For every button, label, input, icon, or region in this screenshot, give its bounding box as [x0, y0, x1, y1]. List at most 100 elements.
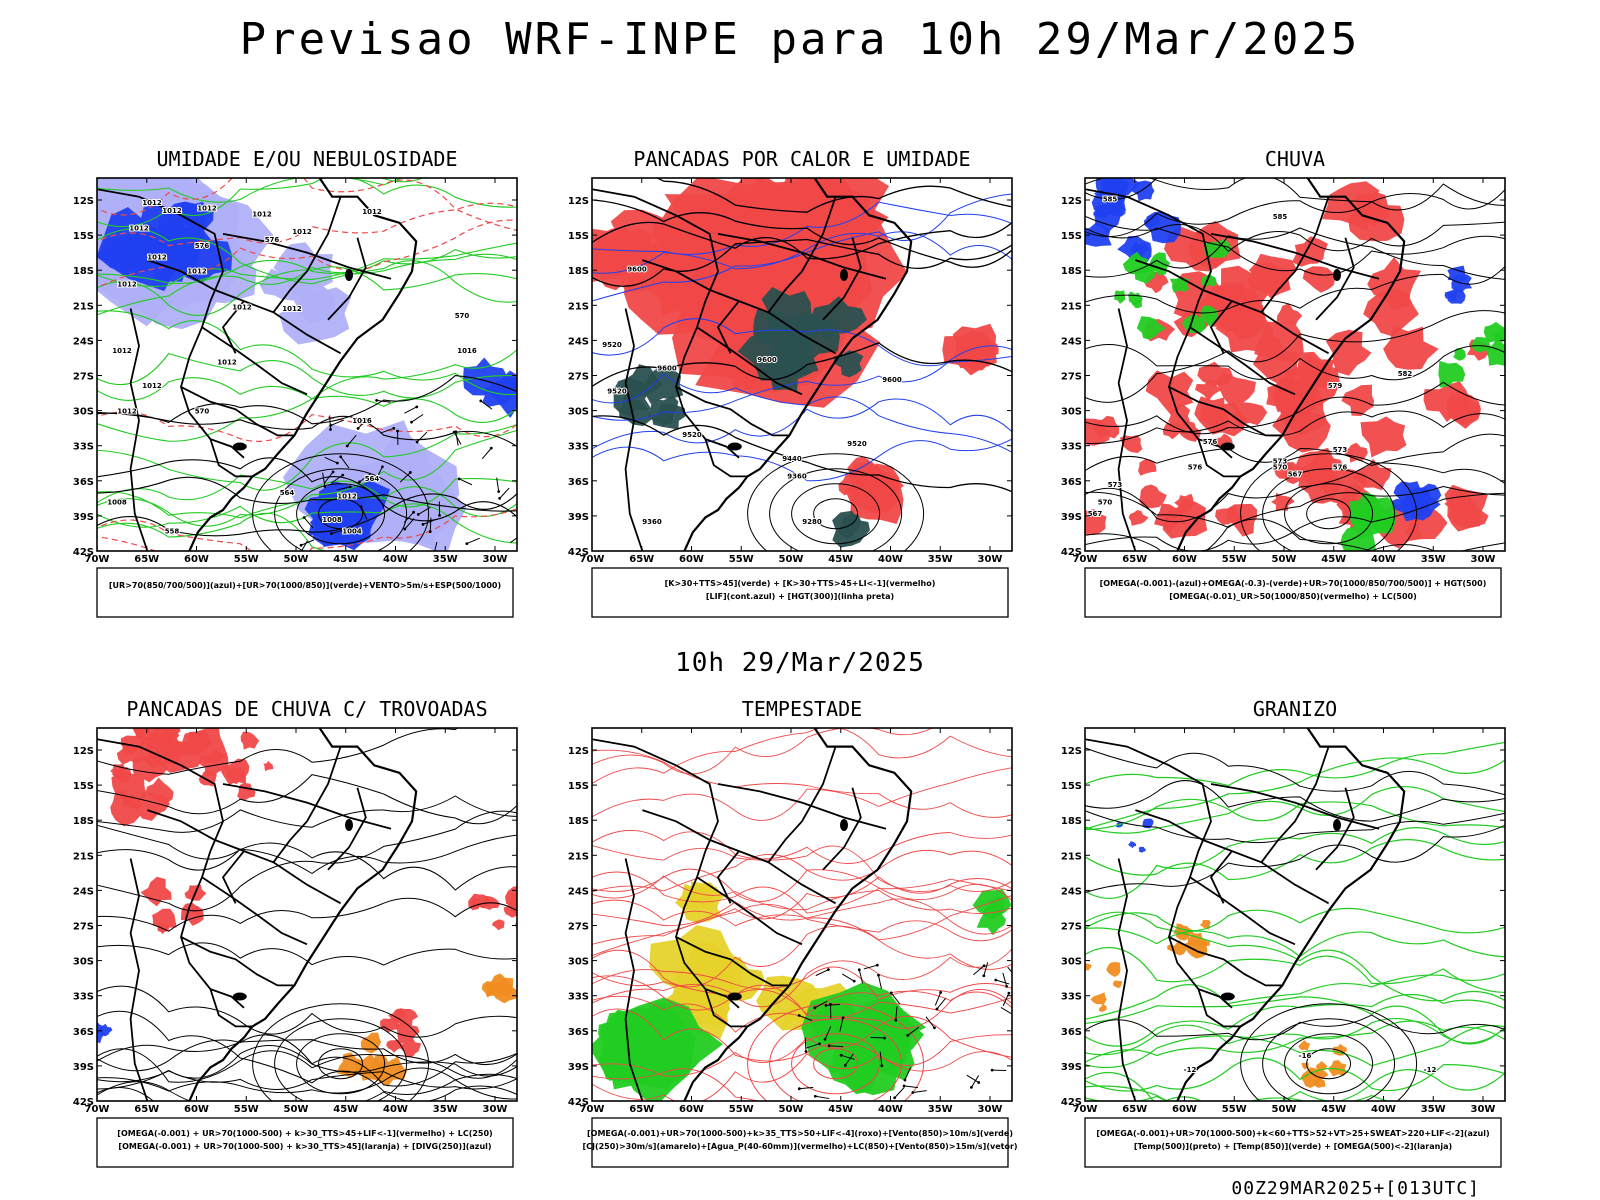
legend-box [1084, 1117, 1502, 1168]
legend-box [591, 1117, 1009, 1168]
contour-green [1085, 741, 1505, 787]
contour-label: 1012 [337, 493, 357, 501]
field-blue-area [150, 245, 186, 282]
contour-black [97, 824, 517, 891]
wind-vector-head [813, 1006, 817, 1010]
contour-green [97, 430, 517, 527]
x-tick-label: 60W [1172, 1104, 1197, 1115]
field-orange-area [1067, 978, 1083, 991]
legend-box [96, 1117, 514, 1168]
field-darkteal-area [833, 350, 864, 378]
contour-black [1085, 810, 1505, 844]
contour-label: 576 [265, 236, 280, 244]
y-tick-label: 30S [73, 407, 94, 418]
contour-red [592, 983, 1012, 1029]
wind-vector [480, 400, 493, 410]
field-red-area [1283, 462, 1306, 485]
wind-vector [936, 997, 947, 1010]
y-tick-label: 36S [73, 1027, 94, 1038]
y-tick-label: 27S [568, 922, 589, 933]
field-red-area [158, 729, 180, 744]
wind-vector-head [977, 1081, 981, 1084]
wind-vector-head [329, 532, 333, 535]
field-green-area [1340, 523, 1377, 551]
contour-black [97, 795, 517, 833]
y-tick-label: 36S [1061, 477, 1082, 488]
wind-vector [824, 1026, 832, 1040]
contour-label: 1012 [162, 207, 182, 215]
y-tick-label: 12S [568, 746, 589, 757]
contour-label: 1012 [252, 210, 272, 218]
x-tick-label: 30W [483, 1104, 508, 1115]
state-border [180, 386, 295, 437]
field-red-area [263, 760, 274, 772]
contour-green [1085, 1057, 1505, 1092]
wind-vector [331, 529, 345, 535]
x-tick-label: 40W [1371, 1104, 1396, 1115]
wind-vector-head [335, 461, 339, 465]
state-border [272, 746, 342, 863]
y-tick-label: 33S [1061, 442, 1082, 453]
y-tick-label: 30S [568, 957, 589, 968]
wind-vector [934, 992, 942, 1006]
contour-green [1085, 827, 1505, 900]
y-tick-label: 21S [73, 301, 94, 312]
legend-text: [OMEGA(-0.001)-(azul)+OMEGA(-0.3)-(verde… [1100, 579, 1487, 588]
contour-green [97, 178, 424, 228]
field-green-area [1471, 337, 1491, 353]
contour-green [97, 242, 517, 287]
field-red-area [161, 740, 204, 773]
field-green-area [1492, 328, 1505, 342]
legend-box [1084, 567, 1502, 618]
wind-vector [300, 539, 315, 546]
contour-black [1085, 492, 1505, 551]
field-red-area [140, 876, 172, 907]
y-tick-label: 24S [73, 886, 94, 897]
state-border [1260, 196, 1330, 313]
y-tick-label: 36S [568, 477, 589, 488]
contour-black [97, 728, 459, 775]
state-border [642, 809, 837, 905]
wind-vector [879, 1051, 883, 1066]
y-tick-label: 27S [1061, 922, 1082, 933]
contour-label: 570 [1273, 463, 1288, 471]
x-tick-label: 35W [928, 1104, 953, 1115]
cyclone-ring [791, 483, 881, 545]
x-tick-label: 65W [629, 554, 654, 565]
lake [1220, 442, 1235, 451]
wind-vector-head [824, 1004, 828, 1007]
map-frame [1084, 177, 1506, 552]
y-tick-label: 42S [568, 547, 589, 558]
y-tick-label: 42S [568, 1097, 589, 1108]
legend-text: [OMEGA(-0.001)+UR>70(1000-500)+k<60+TTS>… [1096, 1129, 1489, 1138]
wind-vector [455, 431, 459, 446]
x-tick-label: 55W [729, 1104, 754, 1115]
contour-black [97, 1081, 192, 1101]
contour-label: 1012 [362, 208, 382, 216]
contour-green [97, 228, 517, 303]
contour-blue [592, 193, 1012, 302]
map-frame [591, 727, 1013, 1102]
x-tick-label: 60W [1172, 554, 1197, 565]
panel-title: PANCADAS POR CALOR E UMIDADE [633, 147, 970, 171]
wind-vector [324, 471, 334, 484]
cyclone-ring [1306, 1048, 1352, 1080]
state-border [1189, 326, 1296, 396]
wind-vector-head [906, 1033, 910, 1037]
chart-panel-3: CHUVA58558557957657657357056757357657357… [1061, 147, 1506, 618]
contour-label: 9600 [627, 265, 647, 273]
map-area: -12 -16 -12 [1067, 728, 1505, 1101]
state-border [822, 237, 862, 321]
wind-vector-head [841, 1016, 845, 1020]
legend-text: [K>30+TTS>45](verde) + [K>30+TTS>45+LI<-… [665, 579, 936, 588]
x-tick-label: 70W [580, 1104, 605, 1115]
state-border [221, 300, 245, 354]
contour-blue [592, 438, 1012, 482]
y-tick-label: 39S [73, 512, 94, 523]
field-red-area [844, 463, 900, 514]
wind-vector-head [982, 974, 986, 978]
contour-label: 585 [1273, 213, 1288, 221]
cyclone-ring [1240, 453, 1418, 551]
contour-green [1085, 996, 1505, 1045]
wind-vector-head [889, 991, 893, 995]
